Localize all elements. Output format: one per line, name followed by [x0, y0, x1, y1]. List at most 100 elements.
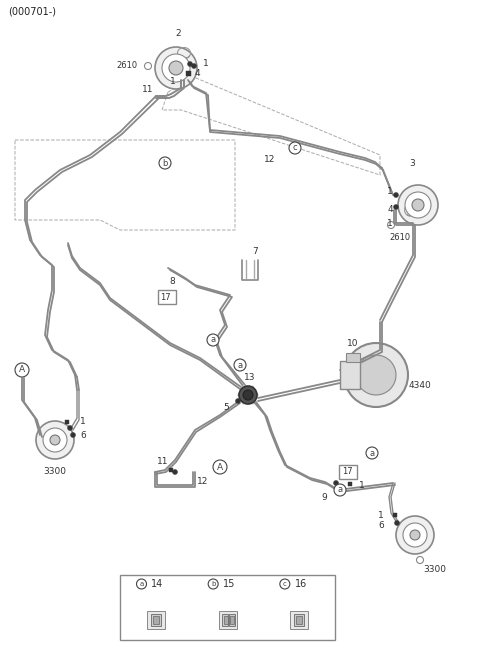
- Text: 9: 9: [321, 493, 327, 502]
- Text: a: a: [139, 581, 144, 587]
- Text: a: a: [210, 336, 216, 345]
- Text: 7: 7: [252, 247, 258, 256]
- Circle shape: [403, 523, 427, 547]
- Bar: [147, 611, 165, 629]
- Text: 11: 11: [142, 86, 154, 95]
- Circle shape: [208, 579, 218, 589]
- Text: 17: 17: [160, 293, 170, 302]
- Circle shape: [405, 192, 431, 218]
- Bar: [296, 616, 302, 624]
- Text: 6: 6: [378, 520, 384, 530]
- Bar: [185, 71, 191, 75]
- Bar: [340, 361, 360, 389]
- Circle shape: [136, 579, 146, 589]
- Text: 11: 11: [157, 458, 169, 467]
- Circle shape: [242, 401, 245, 404]
- Circle shape: [238, 393, 240, 397]
- Text: 5: 5: [223, 402, 229, 411]
- Circle shape: [334, 480, 338, 485]
- Text: A: A: [217, 463, 223, 472]
- Text: b: b: [211, 581, 216, 587]
- Circle shape: [356, 355, 396, 395]
- Text: c: c: [283, 581, 287, 587]
- Text: 17: 17: [342, 467, 352, 476]
- Circle shape: [334, 484, 346, 496]
- Circle shape: [192, 64, 196, 69]
- Circle shape: [71, 432, 75, 437]
- Circle shape: [387, 221, 395, 228]
- Circle shape: [243, 390, 253, 400]
- Bar: [158, 290, 176, 304]
- Circle shape: [169, 61, 183, 75]
- Text: A: A: [19, 365, 25, 374]
- Text: 1: 1: [387, 186, 393, 195]
- Bar: [348, 482, 352, 486]
- Circle shape: [159, 157, 171, 169]
- Text: 1: 1: [378, 511, 384, 519]
- Bar: [151, 614, 161, 626]
- Circle shape: [395, 520, 399, 526]
- Text: c: c: [293, 143, 297, 153]
- Text: 2610: 2610: [117, 62, 138, 71]
- Circle shape: [36, 421, 74, 459]
- Text: 8: 8: [169, 278, 175, 286]
- Text: 1: 1: [359, 480, 365, 489]
- Bar: [339, 465, 357, 479]
- Text: 6: 6: [80, 430, 86, 439]
- Bar: [169, 468, 173, 472]
- Circle shape: [239, 386, 257, 404]
- Circle shape: [398, 185, 438, 225]
- Bar: [228, 614, 235, 626]
- Circle shape: [207, 334, 219, 346]
- Circle shape: [394, 204, 398, 210]
- Circle shape: [188, 62, 192, 66]
- Bar: [221, 614, 228, 626]
- Circle shape: [251, 401, 254, 404]
- Text: 12: 12: [264, 156, 276, 164]
- Circle shape: [344, 343, 408, 407]
- Circle shape: [417, 556, 423, 563]
- Circle shape: [162, 54, 190, 82]
- Text: a: a: [337, 485, 343, 495]
- Text: 13: 13: [244, 374, 256, 382]
- Text: 1: 1: [203, 60, 209, 69]
- Bar: [346, 353, 360, 362]
- Text: 12: 12: [197, 478, 209, 487]
- Circle shape: [236, 398, 240, 404]
- Circle shape: [255, 393, 259, 397]
- Circle shape: [410, 530, 420, 540]
- Text: b: b: [162, 158, 168, 167]
- Bar: [218, 611, 237, 629]
- Bar: [224, 616, 228, 624]
- Bar: [294, 614, 304, 626]
- Text: (000701-): (000701-): [8, 7, 56, 17]
- Bar: [120, 575, 335, 640]
- Bar: [393, 513, 397, 517]
- Text: 3300: 3300: [423, 565, 446, 574]
- Text: 2: 2: [175, 29, 181, 38]
- Text: a: a: [238, 360, 242, 369]
- Text: 14: 14: [151, 579, 164, 589]
- Circle shape: [366, 447, 378, 459]
- Text: 15: 15: [223, 579, 235, 589]
- Text: 1: 1: [80, 417, 86, 426]
- Circle shape: [155, 47, 197, 89]
- Text: 16: 16: [295, 579, 307, 589]
- Text: 1: 1: [170, 77, 176, 86]
- Text: 1: 1: [387, 219, 393, 228]
- Bar: [229, 616, 233, 624]
- Circle shape: [234, 359, 246, 371]
- Circle shape: [280, 579, 290, 589]
- Text: 2610: 2610: [389, 232, 410, 241]
- Text: 4: 4: [194, 69, 200, 77]
- Circle shape: [144, 62, 152, 69]
- Circle shape: [289, 142, 301, 154]
- Text: 3300: 3300: [44, 467, 67, 476]
- Text: 3: 3: [409, 158, 415, 167]
- Text: 4: 4: [387, 206, 393, 215]
- Circle shape: [396, 516, 434, 554]
- Circle shape: [242, 386, 245, 389]
- Bar: [65, 420, 69, 424]
- Circle shape: [172, 469, 178, 474]
- Circle shape: [68, 426, 72, 430]
